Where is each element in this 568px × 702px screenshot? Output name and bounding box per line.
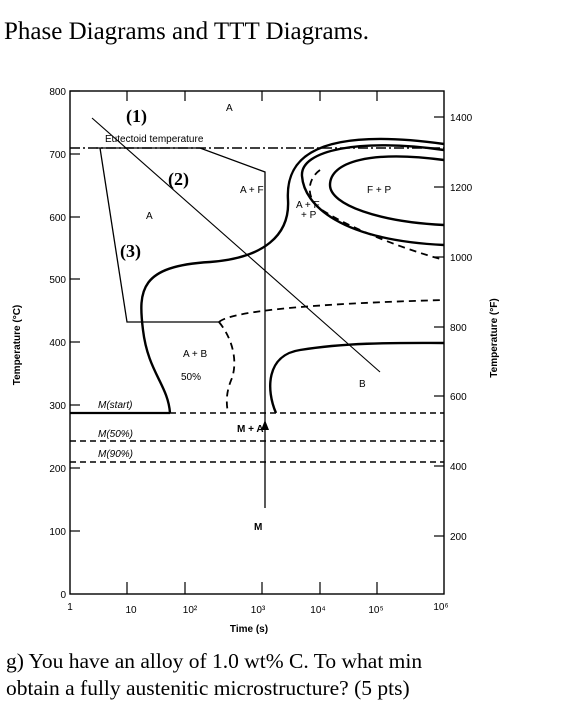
left-axis-ticks bbox=[70, 90, 80, 532]
left-tick-label: 600 bbox=[49, 213, 66, 224]
left-tick-label: 0 bbox=[60, 590, 66, 601]
left-tick-label: 300 bbox=[49, 401, 66, 412]
right-tick-label: 400 bbox=[450, 462, 467, 473]
austenite-top-label: A bbox=[226, 103, 233, 114]
bottom-tick-label: 10³ bbox=[251, 605, 266, 616]
fifty-percent-curve-lower bbox=[218, 321, 236, 414]
left-tick-label: 100 bbox=[49, 527, 66, 538]
right-tick-label: 1400 bbox=[450, 113, 473, 124]
m-plus-a-label: M + A bbox=[237, 424, 264, 435]
right-axis-tick-labels: 1400 1200 1000 800 600 400 200 bbox=[450, 113, 473, 543]
a-plus-f-p-label-2: + P bbox=[301, 210, 317, 221]
f-plus-p-label: F + P bbox=[367, 185, 392, 196]
left-axis-tick-labels: 800 700 600 500 400 300 200 100 0 bbox=[49, 87, 66, 601]
path-3-line bbox=[99, 147, 219, 323]
right-tick-label: 600 bbox=[450, 392, 467, 403]
fifty-percent-curve-mid bbox=[218, 299, 445, 323]
start-curve-lower bbox=[269, 341, 445, 414]
question-line-1: g) You have an alloy of 1.0 wt% C. To wh… bbox=[6, 649, 423, 673]
left-axis-label: Temperature (°C) bbox=[12, 305, 23, 386]
right-tick-label: 1200 bbox=[450, 183, 473, 194]
path-3-label: (3) bbox=[120, 241, 141, 262]
bottom-tick-label: 10⁶ bbox=[433, 602, 448, 613]
left-tick-label: 400 bbox=[49, 338, 66, 349]
question-line-2: obtain a fully austenitic microstructure… bbox=[6, 676, 410, 700]
a-plus-f-label: A + F bbox=[240, 185, 264, 196]
right-tick-label: 1000 bbox=[450, 253, 473, 264]
x-axis-label: Time (s) bbox=[230, 624, 268, 635]
bottom-tick-label: 10⁴ bbox=[310, 605, 325, 616]
a-plus-b-label: A + B bbox=[183, 349, 208, 360]
austenite-left-label: A bbox=[146, 211, 153, 222]
m-50-label: M(50%) bbox=[98, 429, 133, 440]
question-text: g) You have an alloy of 1.0 wt% C. To wh… bbox=[6, 648, 422, 702]
finish-curve-inner bbox=[328, 155, 445, 227]
bottom-tick-label: 10⁵ bbox=[368, 605, 383, 616]
left-tick-label: 500 bbox=[49, 275, 66, 286]
m-start-label: M(start) bbox=[98, 400, 132, 411]
right-tick-label: 200 bbox=[450, 532, 467, 543]
bottom-axis-tick-labels: 1 10 10² 10³ 10⁴ 10⁵ 10⁶ bbox=[67, 602, 448, 616]
m-90-label: M(90%) bbox=[98, 449, 133, 460]
eutectoid-label: Eutectoid temperature bbox=[105, 134, 204, 145]
right-axis-ticks bbox=[434, 116, 444, 537]
a-plus-f-p-label-1: A + F bbox=[296, 200, 320, 211]
bainite-label: B bbox=[359, 379, 366, 390]
right-axis-label: Temperature (°F) bbox=[489, 298, 500, 377]
bottom-tick-label: 1 bbox=[67, 602, 73, 613]
bottom-tick-label: 10 bbox=[125, 605, 137, 616]
left-tick-label: 800 bbox=[49, 87, 66, 98]
bottom-tick-label: 10² bbox=[183, 605, 198, 616]
path-2-line bbox=[96, 147, 266, 508]
path-1-label: (1) bbox=[126, 106, 147, 127]
bottom-axis-ticks bbox=[126, 91, 378, 594]
right-tick-label: 800 bbox=[450, 323, 467, 334]
martensite-label: M bbox=[254, 522, 262, 533]
path-2-label: (2) bbox=[168, 169, 189, 190]
page-heading: Phase Diagrams and TTT Diagrams. bbox=[4, 18, 369, 45]
arrow-marker bbox=[261, 420, 269, 430]
fifty-percent-curve-upper bbox=[308, 169, 445, 261]
left-tick-label: 200 bbox=[49, 464, 66, 475]
ttt-diagram: 800 700 600 500 400 300 200 100 0 Temper… bbox=[12, 87, 500, 635]
path-1-line bbox=[91, 117, 381, 373]
left-tick-label: 700 bbox=[49, 150, 66, 161]
fifty-percent-label: 50% bbox=[181, 372, 201, 383]
start-curve-upper bbox=[140, 137, 445, 414]
